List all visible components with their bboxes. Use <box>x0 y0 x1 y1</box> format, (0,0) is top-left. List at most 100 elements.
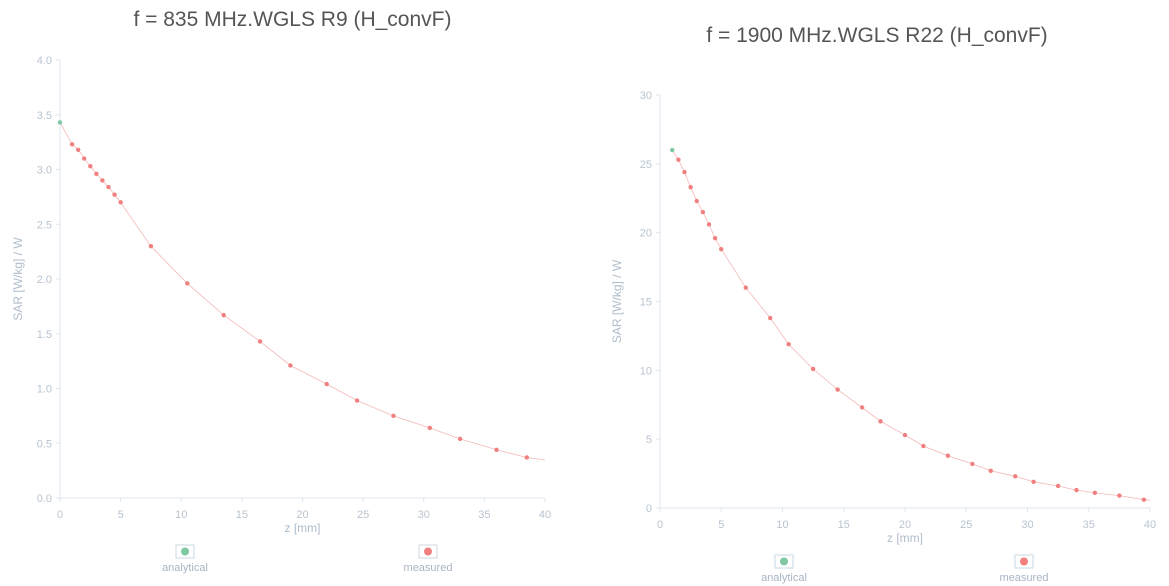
legend-label: measured <box>404 562 453 574</box>
measured-point <box>970 461 975 467</box>
measured-point <box>688 185 693 190</box>
y-axis-label: SAR [W/kg] / W <box>11 237 25 321</box>
legend-measured: measured <box>404 544 453 574</box>
legend-marker <box>780 557 788 566</box>
y-tick-label: 2.5 <box>37 219 52 231</box>
fit-curve <box>59 122 546 461</box>
y-tick-label: 20 <box>640 228 652 240</box>
legend-measured: measured <box>1000 554 1049 584</box>
measured-point <box>988 468 993 474</box>
y-tick-label: 2.0 <box>37 274 52 286</box>
measured-point <box>676 157 681 162</box>
analytical-point <box>670 147 675 153</box>
x-axis-label: z [mm] <box>285 521 321 535</box>
measured-point <box>427 425 433 431</box>
x-tick-label: 20 <box>296 509 308 521</box>
measured-point <box>859 405 865 410</box>
legend-label: measured <box>1000 572 1049 584</box>
y-tick-label: 3.5 <box>37 110 52 122</box>
measured-point <box>221 312 226 318</box>
chart-title: f = 835 MHz.WGLS R9 (H_convF) <box>133 8 452 31</box>
measured-point <box>524 455 530 460</box>
measured-point <box>712 235 718 241</box>
measured-point <box>69 142 75 147</box>
y-tick-label: 30 <box>640 90 652 102</box>
x-tick-label: 30 <box>418 509 430 521</box>
measured-point <box>694 198 699 204</box>
x-tick-label: 40 <box>1144 519 1156 531</box>
x-tick-label: 25 <box>960 519 972 531</box>
y-tick-label: 25 <box>640 159 652 171</box>
y-tick-label: 1.5 <box>37 329 52 341</box>
measured-point <box>391 413 396 419</box>
x-tick-label: 10 <box>776 519 788 531</box>
measured-point <box>1031 479 1036 485</box>
measured-point <box>1117 493 1122 498</box>
y-tick-label: 4.0 <box>37 55 52 67</box>
measured-point <box>902 432 908 438</box>
x-tick-label: 25 <box>357 509 369 521</box>
measured-point <box>706 222 712 227</box>
y-tick-label: 3.0 <box>37 165 52 177</box>
x-tick-label: 10 <box>175 509 187 521</box>
legend-marker <box>424 547 432 556</box>
x-tick-label: 0 <box>657 519 663 531</box>
chart-plot-835mhz: 0 5 10 15 20 25 30 35 40 0.0 0.5 1.0 1.5 2.0 2.5 3.0 3.5… <box>11 55 551 574</box>
y-tick-label: 0 <box>646 503 652 515</box>
measured-point <box>88 164 93 169</box>
y-tick-label: 0.5 <box>37 438 52 450</box>
chart-panel-835mhz: f = 835 MHz.WGLS R9 (H_convF) 0 5 10 15 20 25… <box>11 8 551 574</box>
fit-curve <box>671 149 1151 501</box>
measured-point <box>185 281 190 286</box>
measured-point <box>94 171 99 177</box>
measured-point <box>354 398 360 403</box>
measured-point <box>1074 487 1079 493</box>
chart-panel-1900mhz: f = 1900 MHz.WGLS R22 (H_convF) 0 5 10 15 20… <box>585 0 1169 586</box>
legend-label: analytical <box>162 562 208 574</box>
legend-marker <box>181 547 189 556</box>
measured-point <box>257 339 263 344</box>
measured-point <box>945 453 951 458</box>
y-tick-label: 15 <box>640 297 652 309</box>
measured-point <box>700 209 706 215</box>
legend-label: analytical <box>761 572 807 584</box>
measured-point <box>1055 483 1061 489</box>
measured-point <box>1092 490 1098 496</box>
x-tick-label: 15 <box>236 509 248 521</box>
measured-point <box>768 315 773 321</box>
measured-point <box>324 381 329 387</box>
measured-point <box>743 285 748 290</box>
measured-point <box>1013 474 1018 479</box>
x-tick-label: 0 <box>57 509 63 521</box>
y-tick-label: 0.0 <box>37 493 52 505</box>
measured-point <box>835 387 840 392</box>
legend-marker <box>1020 557 1028 566</box>
x-tick-label: 5 <box>118 509 124 521</box>
x-tick-label: 20 <box>899 519 911 531</box>
measured-point <box>494 447 499 453</box>
measured-point <box>457 436 463 442</box>
chart-title: f = 1900 MHz.WGLS R22 (H_convF) <box>706 24 1048 47</box>
x-tick-label: 35 <box>1083 519 1095 531</box>
analytical-point <box>57 120 63 125</box>
measured-point <box>75 147 81 152</box>
measured-point <box>878 419 883 424</box>
measured-point <box>719 246 724 252</box>
y-tick-label: 1.0 <box>37 384 52 396</box>
measured-point <box>921 443 926 449</box>
y-axis-label: SAR [W/kg] / W <box>610 259 624 343</box>
measured-point <box>82 156 87 161</box>
measured-point <box>288 363 293 368</box>
measured-point <box>148 243 154 249</box>
x-axis-label: z [mm] <box>887 531 923 545</box>
legend-analytical: analytical <box>162 544 208 574</box>
y-tick-label: 10 <box>640 365 652 377</box>
legend-analytical: analytical <box>761 554 807 584</box>
measured-point <box>106 184 111 190</box>
x-tick-label: 15 <box>838 519 850 531</box>
measured-point <box>786 341 791 347</box>
y-tick-label: 5 <box>646 434 652 446</box>
measured-point <box>682 169 687 175</box>
x-tick-label: 40 <box>539 509 551 521</box>
measured-point <box>112 192 117 197</box>
